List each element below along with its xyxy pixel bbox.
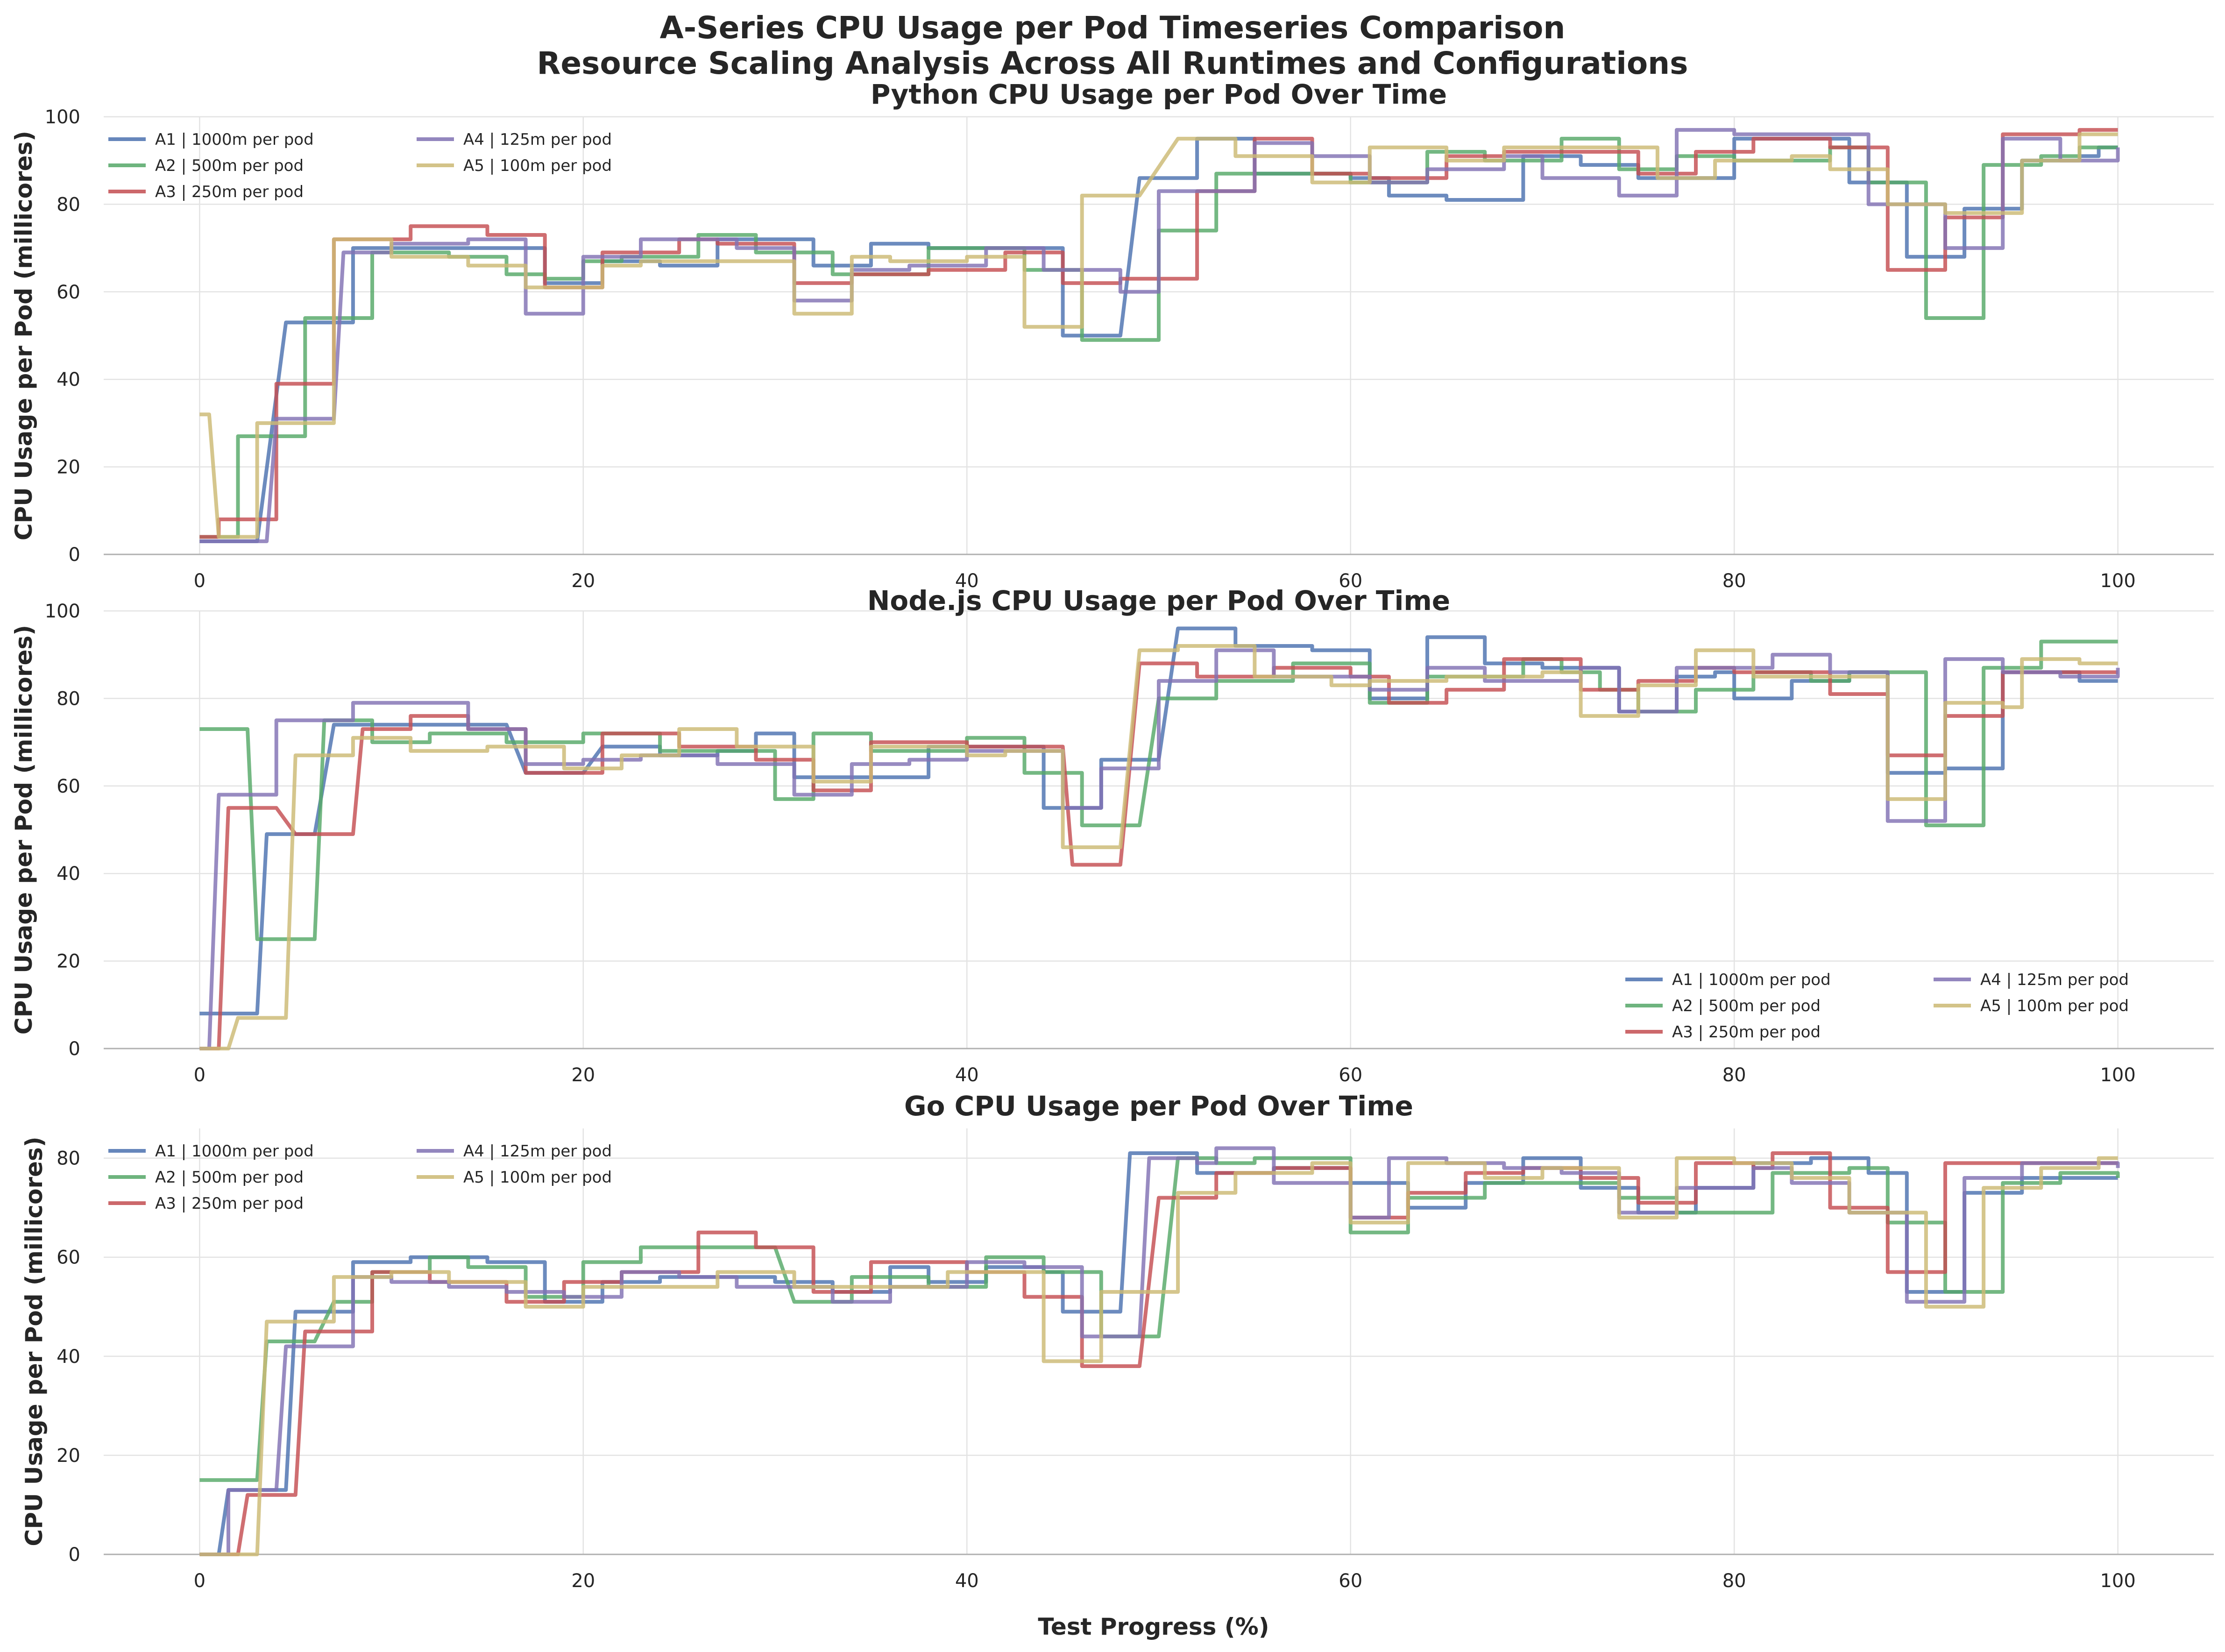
series-line-a5: [199, 1156, 2118, 1556]
x-tick-label: 20: [571, 570, 595, 592]
y-tick-label: 60: [57, 1247, 80, 1269]
y-tick-label: 40: [57, 369, 80, 390]
legend-label-a4: A4 | 125m per pod: [1980, 971, 2129, 989]
legend-label-a3: A3 | 250m per pod: [155, 1194, 304, 1213]
legend-label-a5: A5 | 100m per pod: [463, 1168, 612, 1187]
x-axis-label: Test Progress (%): [1038, 1613, 1269, 1640]
panels: 0 20 40 60 80 100 0 20 40 60 80 100 Python CPU Usage…: [10, 78, 2214, 1592]
legend-label-a3: A3 | 250m per pod: [1672, 1023, 1821, 1042]
legend: A1 | 1000m per pod A2 | 500m per pod A3 | …: [108, 1142, 612, 1213]
x-tick-label: 40: [955, 1064, 979, 1086]
x-tick-label: 100: [2100, 1064, 2135, 1086]
legend-label-a2: A2 | 500m per pod: [1672, 997, 1821, 1015]
y-tick-label: 0: [69, 544, 80, 566]
panel-title: Node.js CPU Usage per Pod Over Time: [867, 585, 1450, 617]
legend-label-a1: A1 | 1000m per pod: [155, 130, 314, 149]
series-line-a4: [199, 1146, 2120, 1556]
panel-title: Go CPU Usage per Pod Over Time: [904, 1090, 1413, 1122]
x-tick-label: 80: [1722, 570, 1746, 592]
series-line-a4: [199, 648, 2120, 1050]
x-tick-label: 60: [1339, 1064, 1362, 1086]
x-tick-label: 60: [1339, 570, 1362, 592]
y-tick-label: 20: [57, 457, 80, 478]
y-axis-label: CPU Usage per Pod (millicores): [10, 131, 37, 540]
y-axis-label: CPU Usage per Pod (millicores): [21, 1136, 48, 1546]
legend-label-a1: A1 | 1000m per pod: [155, 1142, 314, 1161]
legend-label-a5: A5 | 100m per pod: [463, 156, 612, 175]
y-tick-label: 60: [57, 282, 80, 303]
legend-label-a3: A3 | 250m per pod: [155, 183, 304, 201]
legend-label-a5: A5 | 100m per pod: [1980, 997, 2129, 1015]
y-tick-label: 80: [57, 688, 80, 709]
x-tick-label: 40: [955, 1570, 979, 1592]
y-tick-label: 40: [57, 1346, 80, 1368]
x-tick-label: 0: [194, 570, 205, 592]
series-line-a3: [199, 1151, 2118, 1556]
legend-label-a4: A4 | 125m per pod: [463, 1142, 612, 1161]
y-tick-label: 0: [69, 1544, 80, 1566]
legend-label-a2: A2 | 500m per pod: [155, 1168, 304, 1187]
y-tick-label: 0: [69, 1038, 80, 1060]
x-tick-label: 60: [1339, 1570, 1362, 1592]
y-tick-label: 100: [45, 601, 80, 622]
series-line-a5: [199, 644, 2118, 1050]
y-tick-label: 80: [57, 194, 80, 215]
x-tick-label: 0: [194, 1570, 205, 1592]
legend: A1 | 1000m per pod A2 | 500m per pod A3 | …: [108, 130, 612, 201]
y-tick-label: 20: [57, 951, 80, 972]
figure-title-line-1: A-Series CPU Usage per Pod Timeseries Co…: [660, 10, 1566, 46]
y-tick-label: 80: [57, 1148, 80, 1170]
series-line-a1: [199, 1151, 2118, 1556]
figure-title-line-2: Resource Scaling Analysis Across All Run…: [537, 45, 1688, 81]
legend: A1 | 1000m per pod A2 | 500m per pod A3 | …: [1625, 971, 2129, 1042]
x-tick-label: 0: [194, 1064, 205, 1086]
chart-panel-2: 0 20 40 60 80 100 0 20 40 60 80 100 Node.js CPU Usag…: [10, 585, 2214, 1086]
chart-panel-3: 0 20 40 60 80 0 20 40 60 80 100 Go CPU Usage per Po…: [21, 1090, 2214, 1592]
legend-label-a2: A2 | 500m per pod: [155, 156, 304, 175]
y-tick-label: 60: [57, 776, 80, 797]
x-tick-label: 40: [955, 570, 979, 592]
x-tick-label: 20: [571, 1570, 595, 1592]
x-tick-label: 80: [1722, 1064, 1746, 1086]
chart-panel-1: 0 20 40 60 80 100 0 20 40 60 80 100 Python CPU Usage…: [10, 78, 2214, 592]
y-tick-label: 40: [57, 863, 80, 885]
x-tick-label: 80: [1722, 1570, 1746, 1592]
x-tick-label: 100: [2100, 1570, 2135, 1592]
x-tick-label: 20: [571, 1064, 595, 1086]
legend-label-a1: A1 | 1000m per pod: [1672, 971, 1831, 989]
legend-label-a4: A4 | 125m per pod: [463, 130, 612, 149]
y-tick-label: 20: [57, 1445, 80, 1467]
series-line-a2: [199, 1156, 2120, 1482]
panel-title: Python CPU Usage per Pod Over Time: [871, 78, 1447, 110]
y-axis-label: CPU Usage per Pod (millicores): [10, 625, 37, 1035]
y-tick-label: 100: [45, 106, 80, 128]
x-tick-label: 100: [2100, 570, 2135, 592]
series-line-a5: [199, 132, 2118, 539]
